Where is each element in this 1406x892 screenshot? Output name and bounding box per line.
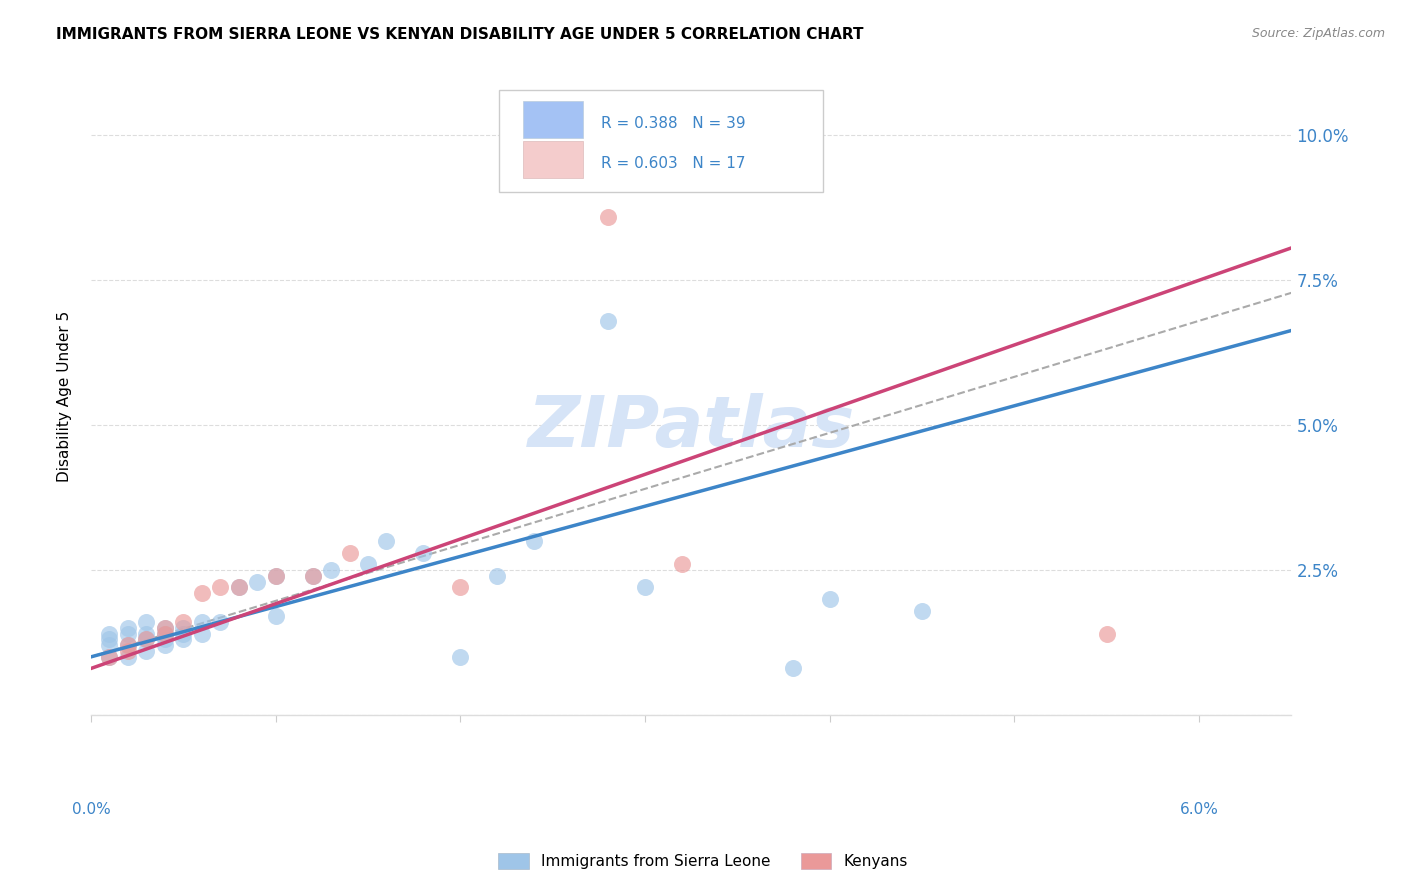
- Point: [375, 533, 398, 548]
- Point: [264, 568, 287, 582]
- Text: 6.0%: 6.0%: [1180, 802, 1219, 817]
- Point: [135, 626, 157, 640]
- Point: [412, 545, 434, 559]
- Text: IMMIGRANTS FROM SIERRA LEONE VS KENYAN DISABILITY AGE UNDER 5 CORRELATION CHART: IMMIGRANTS FROM SIERRA LEONE VS KENYAN D…: [56, 27, 863, 42]
- Point: [153, 626, 176, 640]
- Y-axis label: Disability Age Under 5: Disability Age Under 5: [58, 310, 72, 482]
- Point: [228, 580, 250, 594]
- Point: [339, 545, 361, 559]
- Point: [301, 568, 323, 582]
- Point: [98, 649, 121, 664]
- Point: [246, 574, 269, 589]
- Text: R = 0.603   N = 17: R = 0.603 N = 17: [602, 156, 745, 171]
- Point: [523, 533, 546, 548]
- Text: 0.0%: 0.0%: [72, 802, 110, 817]
- Point: [671, 557, 693, 571]
- Point: [172, 615, 194, 629]
- Point: [209, 580, 232, 594]
- Point: [301, 568, 323, 582]
- Point: [153, 638, 176, 652]
- Point: [153, 626, 176, 640]
- Point: [117, 649, 139, 664]
- Point: [190, 586, 212, 600]
- Legend: Immigrants from Sierra Leone, Kenyans: Immigrants from Sierra Leone, Kenyans: [492, 847, 914, 875]
- Point: [98, 649, 121, 664]
- Point: [172, 632, 194, 647]
- Point: [153, 621, 176, 635]
- Point: [782, 661, 804, 675]
- Point: [98, 632, 121, 647]
- Point: [98, 638, 121, 652]
- Point: [117, 638, 139, 652]
- Text: Source: ZipAtlas.com: Source: ZipAtlas.com: [1251, 27, 1385, 40]
- Point: [190, 626, 212, 640]
- Point: [190, 615, 212, 629]
- Text: ZIPatlas: ZIPatlas: [527, 393, 855, 462]
- Point: [818, 591, 841, 606]
- Point: [135, 644, 157, 658]
- Point: [486, 568, 509, 582]
- FancyBboxPatch shape: [523, 101, 583, 138]
- Point: [449, 580, 471, 594]
- Point: [117, 644, 139, 658]
- Point: [153, 621, 176, 635]
- Point: [172, 621, 194, 635]
- Point: [172, 626, 194, 640]
- Point: [135, 632, 157, 647]
- Point: [117, 626, 139, 640]
- Point: [98, 626, 121, 640]
- Point: [264, 609, 287, 624]
- Point: [228, 580, 250, 594]
- Point: [319, 563, 342, 577]
- Point: [1095, 626, 1118, 640]
- Point: [911, 603, 934, 617]
- Point: [153, 632, 176, 647]
- Point: [117, 638, 139, 652]
- FancyBboxPatch shape: [499, 90, 824, 192]
- Point: [264, 568, 287, 582]
- FancyBboxPatch shape: [523, 141, 583, 178]
- Text: R = 0.388   N = 39: R = 0.388 N = 39: [602, 116, 745, 131]
- Point: [634, 580, 657, 594]
- Point: [596, 314, 619, 328]
- Point: [449, 649, 471, 664]
- Point: [135, 632, 157, 647]
- Point: [357, 557, 380, 571]
- Point: [596, 210, 619, 224]
- Point: [117, 621, 139, 635]
- Point: [209, 615, 232, 629]
- Point: [135, 615, 157, 629]
